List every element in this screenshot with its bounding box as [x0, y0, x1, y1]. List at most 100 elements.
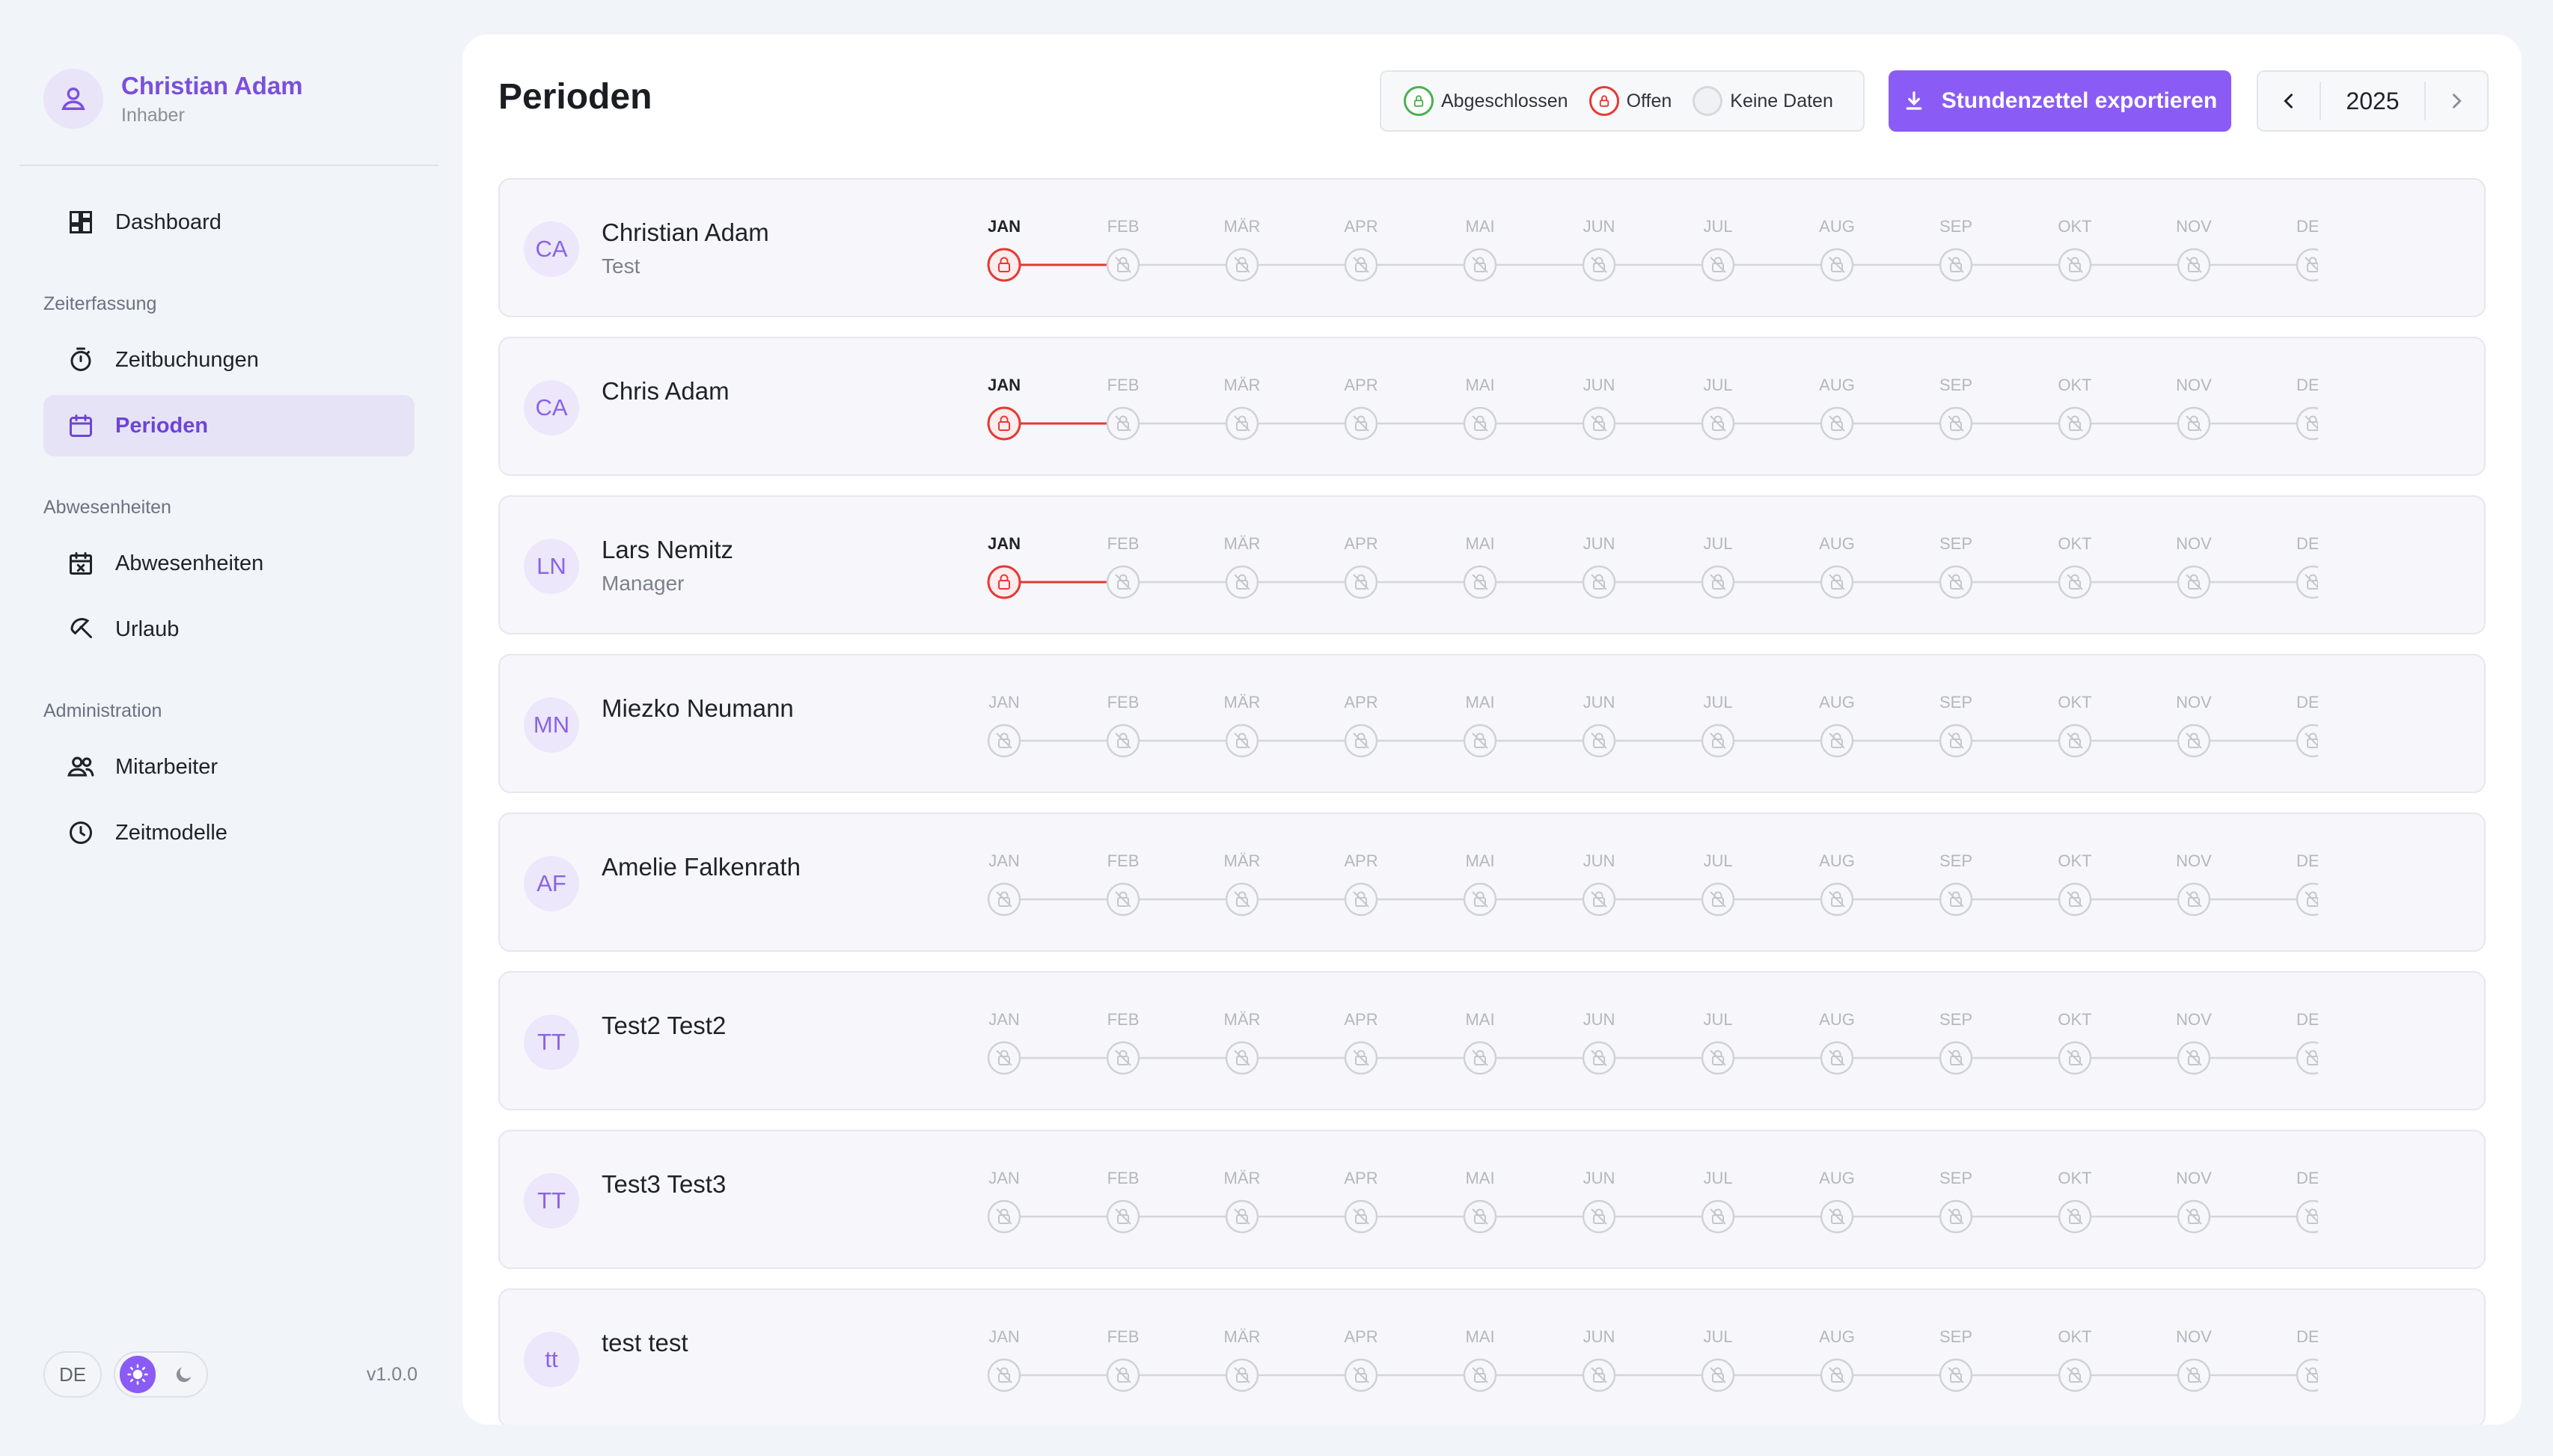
export-timesheet-button[interactable]: Stundenzettel exportieren — [1889, 70, 2231, 132]
period-no-data-icon[interactable] — [987, 882, 1021, 917]
period-no-data-icon[interactable] — [1701, 1041, 1735, 1075]
period-no-data-icon[interactable] — [1582, 1041, 1616, 1075]
nav-item-absences[interactable]: Abwesenheiten — [43, 533, 415, 594]
period-no-data-icon[interactable] — [1820, 248, 1854, 282]
period-no-data-icon[interactable] — [1820, 724, 1854, 758]
period-no-data-icon[interactable] — [1582, 565, 1616, 599]
period-no-data-icon[interactable] — [2058, 565, 2092, 599]
period-no-data-icon[interactable] — [1939, 1041, 1973, 1075]
period-no-data-icon[interactable] — [2296, 248, 2318, 282]
employee-row[interactable]: LN Lars Nemitz Manager JAN FEB MÄR APR MAI JUN JU… — [498, 495, 2486, 634]
employee-row[interactable]: CA Chris Adam JAN FEB MÄR APR MAI JUN JUL AUG SEP O… — [498, 337, 2486, 476]
period-no-data-icon[interactable] — [1820, 406, 1854, 441]
nav-item-bookings[interactable]: Zeitbuchungen — [43, 329, 415, 391]
period-no-data-icon[interactable] — [1939, 724, 1973, 758]
period-no-data-icon[interactable] — [1939, 1358, 1973, 1392]
period-no-data-icon[interactable] — [1463, 724, 1497, 758]
period-no-data-icon[interactable] — [2177, 882, 2211, 917]
period-no-data-icon[interactable] — [1939, 248, 1973, 282]
period-no-data-icon[interactable] — [1344, 724, 1378, 758]
employee-row[interactable]: MN Miezko Neumann JAN FEB MÄR APR MAI JUN JUL AUG… — [498, 654, 2486, 793]
period-no-data-icon[interactable] — [987, 1199, 1021, 1234]
period-no-data-icon[interactable] — [2177, 248, 2211, 282]
period-no-data-icon[interactable] — [1701, 882, 1735, 917]
period-open-lock-icon[interactable] — [987, 406, 1021, 441]
period-no-data-icon[interactable] — [1820, 1358, 1854, 1392]
period-no-data-icon[interactable] — [1106, 565, 1140, 599]
period-no-data-icon[interactable] — [1344, 882, 1378, 917]
period-no-data-icon[interactable] — [2296, 406, 2318, 441]
period-no-data-icon[interactable] — [1463, 248, 1497, 282]
period-no-data-icon[interactable] — [1344, 406, 1378, 441]
period-no-data-icon[interactable] — [1463, 882, 1497, 917]
period-no-data-icon[interactable] — [1225, 1199, 1259, 1234]
period-no-data-icon[interactable] — [1820, 882, 1854, 917]
period-no-data-icon[interactable] — [987, 724, 1021, 758]
period-no-data-icon[interactable] — [1820, 1041, 1854, 1075]
nav-item-employees[interactable]: Mitarbeiter — [43, 736, 415, 798]
period-no-data-icon[interactable] — [2177, 724, 2211, 758]
language-switch[interactable]: DE — [43, 1351, 102, 1398]
period-open-lock-icon[interactable] — [987, 248, 1021, 282]
period-no-data-icon[interactable] — [2058, 406, 2092, 441]
period-open-lock-icon[interactable] — [987, 565, 1021, 599]
employee-row[interactable]: TT Test2 Test2 JAN FEB MÄR APR MAI JUN JUL AUG SEP… — [498, 971, 2486, 1110]
period-no-data-icon[interactable] — [1106, 406, 1140, 441]
period-no-data-icon[interactable] — [1225, 248, 1259, 282]
period-no-data-icon[interactable] — [2058, 882, 2092, 917]
period-no-data-icon[interactable] — [2058, 724, 2092, 758]
period-no-data-icon[interactable] — [1344, 1199, 1378, 1234]
period-no-data-icon[interactable] — [1582, 1199, 1616, 1234]
period-no-data-icon[interactable] — [1225, 406, 1259, 441]
nav-item-time-models[interactable]: Zeitmodelle — [43, 802, 415, 863]
next-year-button[interactable] — [2426, 72, 2487, 130]
period-no-data-icon[interactable] — [2058, 1358, 2092, 1392]
period-no-data-icon[interactable] — [1582, 882, 1616, 917]
employee-row[interactable]: AF Amelie Falkenrath JAN FEB MÄR APR MAI JUN JUL… — [498, 813, 2486, 952]
period-no-data-icon[interactable] — [2177, 1358, 2211, 1392]
period-no-data-icon[interactable] — [1939, 406, 1973, 441]
period-no-data-icon[interactable] — [1344, 1041, 1378, 1075]
period-no-data-icon[interactable] — [987, 1041, 1021, 1075]
period-no-data-icon[interactable] — [1225, 565, 1259, 599]
period-no-data-icon[interactable] — [1106, 1358, 1140, 1392]
period-no-data-icon[interactable] — [1701, 565, 1735, 599]
period-no-data-icon[interactable] — [1701, 406, 1735, 441]
period-no-data-icon[interactable] — [1582, 248, 1616, 282]
nav-item-dashboard[interactable]: Dashboard — [43, 192, 415, 253]
period-no-data-icon[interactable] — [2296, 565, 2318, 599]
nav-item-periods[interactable]: Perioden — [43, 395, 415, 456]
period-no-data-icon[interactable] — [1582, 1358, 1616, 1392]
period-no-data-icon[interactable] — [1225, 724, 1259, 758]
period-no-data-icon[interactable] — [2296, 724, 2318, 758]
period-no-data-icon[interactable] — [2058, 1199, 2092, 1234]
period-no-data-icon[interactable] — [1701, 1358, 1735, 1392]
period-no-data-icon[interactable] — [1225, 882, 1259, 917]
period-no-data-icon[interactable] — [2058, 1041, 2092, 1075]
period-no-data-icon[interactable] — [2296, 1199, 2318, 1234]
period-no-data-icon[interactable] — [1225, 1041, 1259, 1075]
theme-toggle[interactable] — [114, 1351, 208, 1398]
period-no-data-icon[interactable] — [1225, 1358, 1259, 1392]
period-no-data-icon[interactable] — [1463, 406, 1497, 441]
period-no-data-icon[interactable] — [1820, 1199, 1854, 1234]
period-no-data-icon[interactable] — [987, 1358, 1021, 1392]
period-no-data-icon[interactable] — [1820, 565, 1854, 599]
period-no-data-icon[interactable] — [1463, 1199, 1497, 1234]
period-no-data-icon[interactable] — [1582, 406, 1616, 441]
light-mode-button[interactable] — [120, 1356, 156, 1393]
period-no-data-icon[interactable] — [2177, 1041, 2211, 1075]
period-no-data-icon[interactable] — [1701, 248, 1735, 282]
period-no-data-icon[interactable] — [2296, 1358, 2318, 1392]
period-no-data-icon[interactable] — [2177, 565, 2211, 599]
period-no-data-icon[interactable] — [1344, 1358, 1378, 1392]
period-no-data-icon[interactable] — [1344, 565, 1378, 599]
employee-row[interactable]: TT Test3 Test3 JAN FEB MÄR APR MAI JUN JUL AUG SEP… — [498, 1130, 2486, 1269]
period-no-data-icon[interactable] — [1582, 724, 1616, 758]
period-no-data-icon[interactable] — [1106, 248, 1140, 282]
period-no-data-icon[interactable] — [1939, 1199, 1973, 1234]
period-no-data-icon[interactable] — [1106, 882, 1140, 917]
period-no-data-icon[interactable] — [1701, 1199, 1735, 1234]
period-no-data-icon[interactable] — [1463, 1358, 1497, 1392]
period-no-data-icon[interactable] — [2177, 1199, 2211, 1234]
